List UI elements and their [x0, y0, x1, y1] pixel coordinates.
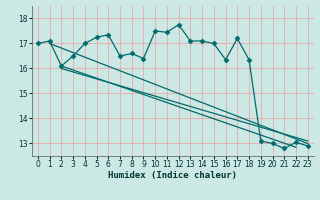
X-axis label: Humidex (Indice chaleur): Humidex (Indice chaleur) — [108, 171, 237, 180]
